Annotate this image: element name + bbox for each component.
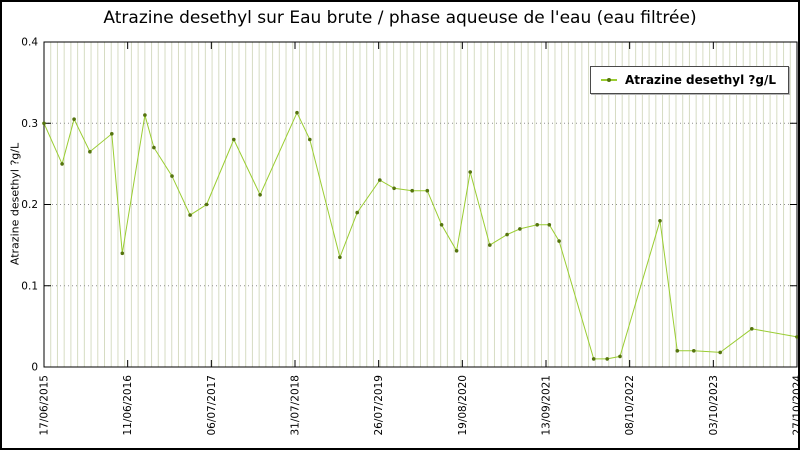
svg-text:0.2: 0.2 bbox=[21, 199, 38, 211]
svg-text:26/07/2019: 26/07/2019 bbox=[373, 375, 385, 436]
svg-text:03/10/2023: 03/10/2023 bbox=[708, 375, 720, 436]
svg-text:08/10/2022: 08/10/2022 bbox=[624, 375, 636, 436]
svg-text:0: 0 bbox=[31, 362, 38, 374]
svg-text:13/09/2021: 13/09/2021 bbox=[541, 375, 553, 436]
legend-box: Atrazine desethyl ?g/L bbox=[590, 66, 789, 94]
legend-line-marker-icon bbox=[601, 76, 618, 84]
svg-text:0.1: 0.1 bbox=[21, 280, 38, 292]
svg-text:06/07/2017: 06/07/2017 bbox=[206, 375, 218, 436]
legend-point-swatch bbox=[607, 78, 612, 82]
svg-text:11/06/2016: 11/06/2016 bbox=[122, 375, 134, 436]
svg-text:27/10/2024: 27/10/2024 bbox=[792, 375, 800, 436]
svg-text:19/08/2020: 19/08/2020 bbox=[457, 375, 469, 436]
svg-text:0.3: 0.3 bbox=[21, 118, 38, 130]
svg-text:31/07/2018: 31/07/2018 bbox=[290, 375, 302, 436]
svg-text:0.4: 0.4 bbox=[21, 37, 38, 49]
legend-label: Atrazine desethyl ?g/L bbox=[625, 73, 776, 87]
chart-title: Atrazine desethyl sur Eau brute / phase … bbox=[103, 8, 697, 28]
svg-text:17/06/2015: 17/06/2015 bbox=[39, 375, 51, 436]
